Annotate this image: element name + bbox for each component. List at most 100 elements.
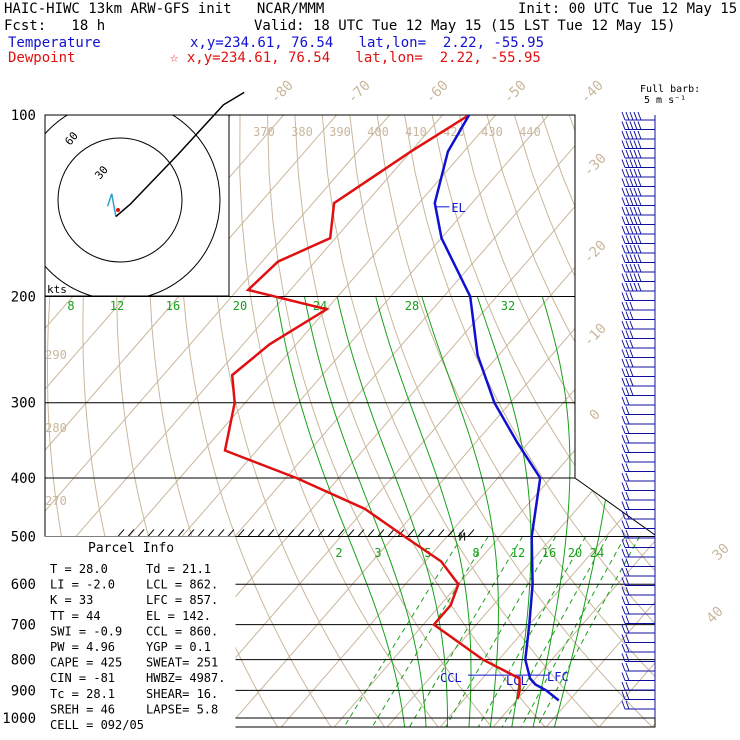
hatch-mark xyxy=(127,529,135,537)
wind-barb xyxy=(621,111,655,121)
barb-flag xyxy=(625,596,630,605)
barb-flag xyxy=(625,615,630,624)
barb-flag xyxy=(625,235,630,244)
barb-flag xyxy=(625,187,630,197)
moist-adiabat-label: 12 xyxy=(110,299,124,313)
wind-barb xyxy=(621,444,655,453)
barb-flag xyxy=(621,672,626,681)
dry-adiabat xyxy=(321,115,603,727)
wind-barb xyxy=(621,159,655,168)
barb-flag xyxy=(633,206,638,216)
moist-adiabat-label: 16 xyxy=(166,299,180,313)
barb-flag xyxy=(633,187,638,197)
parcel-row-right: SHEAR= 16. xyxy=(146,687,218,701)
barb-flag xyxy=(621,282,626,292)
dry-adiabat-label: 280 xyxy=(45,421,67,435)
barb-flag xyxy=(621,520,626,529)
moist-adiabat-label: 28 xyxy=(405,299,419,313)
barb-flag xyxy=(637,235,642,244)
barb-flag xyxy=(625,453,630,463)
barb-flag xyxy=(629,311,634,320)
barb-flag xyxy=(625,396,630,406)
wind-barb xyxy=(621,168,655,178)
barb-flag xyxy=(621,444,626,453)
hatch-mark xyxy=(207,529,215,537)
wind-barb xyxy=(621,368,655,377)
barb-flag xyxy=(633,254,638,263)
barb-flag xyxy=(621,472,626,482)
dewpoint-line xyxy=(223,115,521,700)
barb-flag xyxy=(629,187,634,197)
lfc-label: LFC xyxy=(547,670,569,684)
init-time: Init: 00 UTC Tue 12 May 15 xyxy=(518,1,738,17)
barb-flag xyxy=(621,339,626,349)
parcel-box-bg xyxy=(44,536,236,728)
barb-flag xyxy=(621,349,626,358)
barb-flag xyxy=(621,368,626,377)
barb-flag xyxy=(621,415,626,425)
isotherm-label: -30 xyxy=(581,151,610,180)
moist-adiabat xyxy=(304,296,427,727)
wind-barb xyxy=(621,254,655,263)
barb-flag xyxy=(633,263,638,273)
barb-flag xyxy=(633,244,638,254)
parcel-row-right: YGP = 0.1 xyxy=(146,640,211,654)
wind-barbs xyxy=(621,111,656,718)
mixing-ratio-label: 3 xyxy=(374,546,381,560)
barb-flag xyxy=(625,653,630,662)
wind-barb xyxy=(621,206,655,216)
dry-adiabat xyxy=(0,115,21,731)
sounding-profiles xyxy=(223,115,560,702)
wind-barb xyxy=(621,662,655,672)
isotherm-label: -10 xyxy=(581,321,610,350)
barb-flag xyxy=(625,301,630,311)
barb-flag xyxy=(621,159,626,168)
barb-flag xyxy=(621,197,626,206)
barb-flag xyxy=(625,377,630,387)
hodograph-low-trace xyxy=(106,193,117,217)
dry-adiabat-label: 410 xyxy=(405,125,427,139)
wind-barb xyxy=(621,567,655,577)
barb-flag xyxy=(621,482,626,491)
wind-barb xyxy=(621,339,655,349)
hatch-mark xyxy=(157,529,165,537)
barb-flag xyxy=(625,292,630,301)
dry-adiabat xyxy=(459,115,655,727)
barb-flag xyxy=(621,605,626,615)
mixing-ratio-label: 2 xyxy=(335,546,342,560)
barb-flag xyxy=(629,349,634,358)
mixing-ratio-label: 12 xyxy=(511,546,525,560)
barb-flag xyxy=(625,311,630,320)
barb-flag xyxy=(629,263,634,273)
barb-flag xyxy=(621,121,626,130)
barb-flag xyxy=(633,273,638,282)
hatch-mark xyxy=(237,529,245,537)
lcl-label: LCL xyxy=(506,674,528,688)
moist-adiabat-label: 32 xyxy=(501,299,515,313)
wind-barb xyxy=(621,615,655,624)
wind-barb xyxy=(621,349,655,358)
pressure-tick-label: 800 xyxy=(11,653,36,669)
wind-barb xyxy=(621,463,655,472)
barb-flag xyxy=(621,377,626,387)
parcel-info-box: Parcel Info T = 28.0 Td = 21.1 LI = -2.0 LCL… xyxy=(44,536,236,732)
barb-flag xyxy=(621,453,626,463)
barb-flag xyxy=(625,529,630,539)
dry-adiabat xyxy=(734,115,740,731)
barb-flag xyxy=(637,244,642,254)
isotherm-line xyxy=(277,115,655,727)
barb-flag xyxy=(621,178,626,187)
hatch-mark xyxy=(267,529,275,537)
wind-barb xyxy=(621,634,655,643)
hatch-mark xyxy=(317,529,325,537)
isotherm-line xyxy=(0,115,19,731)
temperature-line xyxy=(433,115,560,702)
el-label: EL xyxy=(451,201,465,215)
hatch-mark xyxy=(307,529,315,537)
barb-flag xyxy=(621,387,626,396)
barb-flag xyxy=(625,520,630,529)
hatch-mark xyxy=(427,529,435,537)
hatch-mark xyxy=(197,529,205,537)
barb-flag xyxy=(625,510,630,520)
